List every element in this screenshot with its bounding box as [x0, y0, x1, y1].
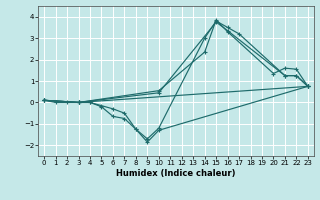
- X-axis label: Humidex (Indice chaleur): Humidex (Indice chaleur): [116, 169, 236, 178]
